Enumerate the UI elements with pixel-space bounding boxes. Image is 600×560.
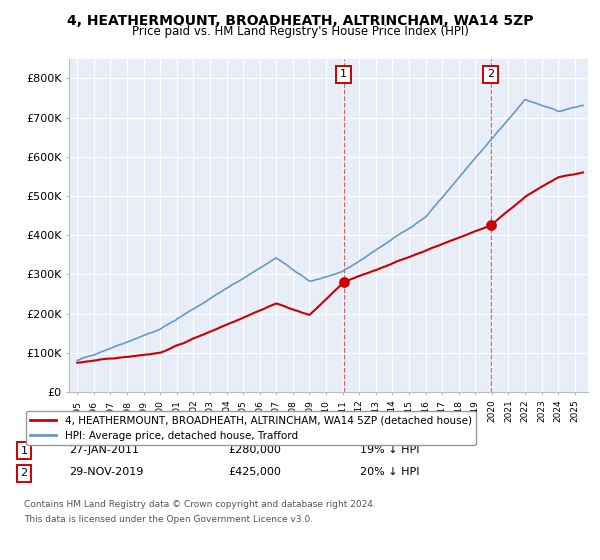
Text: £425,000: £425,000 (228, 467, 281, 477)
Text: 2: 2 (20, 468, 28, 478)
Point (339, 278, 349, 287)
Point (486, 221, 496, 230)
Text: 19% ↓ HPI: 19% ↓ HPI (360, 445, 419, 455)
Text: 29-NOV-2019: 29-NOV-2019 (69, 467, 143, 477)
Text: £280,000: £280,000 (228, 445, 281, 455)
Text: 1: 1 (340, 69, 347, 80)
Text: 1: 1 (20, 446, 28, 456)
Legend: 4, HEATHERMOUNT, BROADHEATH, ALTRINCHAM, WA14 5ZP (detached house), HPI: Average: 4, HEATHERMOUNT, BROADHEATH, ALTRINCHAM,… (26, 411, 476, 445)
Text: This data is licensed under the Open Government Licence v3.0.: This data is licensed under the Open Gov… (24, 515, 313, 524)
Text: 27-JAN-2011: 27-JAN-2011 (69, 445, 139, 455)
Text: Contains HM Land Registry data © Crown copyright and database right 2024.: Contains HM Land Registry data © Crown c… (24, 500, 376, 509)
Text: Price paid vs. HM Land Registry's House Price Index (HPI): Price paid vs. HM Land Registry's House … (131, 25, 469, 38)
Text: 4, HEATHERMOUNT, BROADHEATH, ALTRINCHAM, WA14 5ZP: 4, HEATHERMOUNT, BROADHEATH, ALTRINCHAM,… (67, 14, 533, 28)
Text: 2: 2 (487, 69, 494, 80)
Text: 20% ↓ HPI: 20% ↓ HPI (360, 467, 419, 477)
